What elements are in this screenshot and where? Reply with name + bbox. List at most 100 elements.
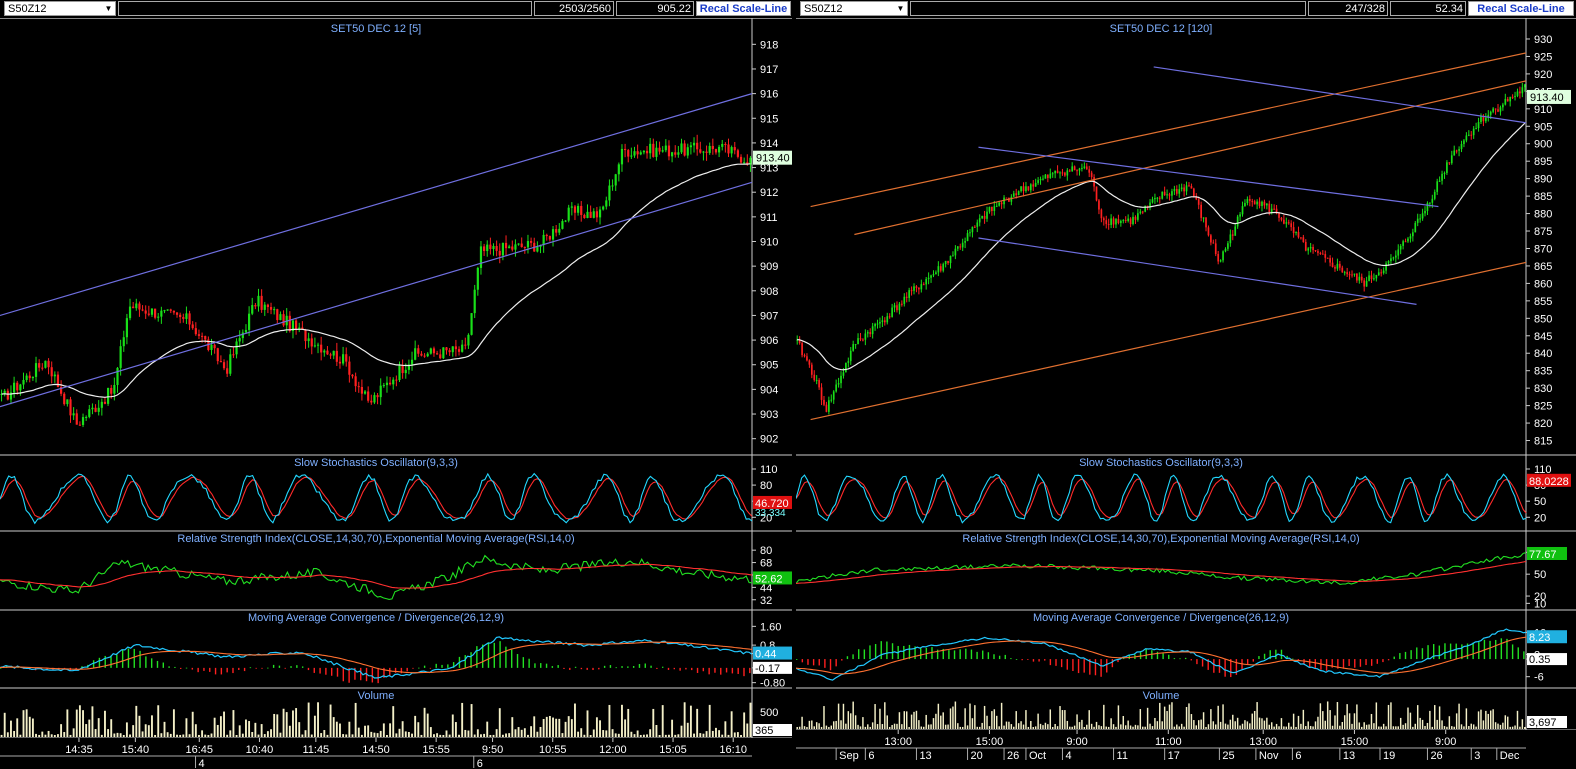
- volume-bar: [1494, 722, 1497, 729]
- volume-bar: [1507, 716, 1509, 729]
- candle-body: [969, 232, 971, 234]
- volume-bar: [28, 716, 31, 737]
- volume-bar: [63, 732, 66, 737]
- chart-canvas-left[interactable]: SET50 DEC 12 [5] Slow Stochastics Oscilla…: [0, 18, 792, 769]
- volume-bar: [988, 726, 991, 729]
- candle-body: [160, 310, 163, 317]
- candle-body: [22, 379, 25, 385]
- candle-body: [329, 354, 332, 356]
- candle-body: [91, 407, 94, 410]
- macd-histogram-bar: [685, 667, 687, 670]
- candle-body: [586, 211, 589, 219]
- macd-histogram-bar: [1038, 659, 1040, 662]
- volume-bar: [342, 734, 345, 737]
- macd-histogram-bar: [1416, 647, 1418, 660]
- candle-body: [888, 316, 891, 318]
- macd-histogram-bar: [708, 667, 710, 675]
- volume-bar: [580, 728, 583, 737]
- volume-bar: [1120, 724, 1122, 729]
- macd-histogram-bar: [104, 655, 106, 668]
- volume-bar: [147, 725, 150, 737]
- candle-body: [520, 243, 523, 247]
- candle-body: [291, 320, 295, 331]
- candle-body: [1244, 203, 1246, 207]
- candle-body: [561, 221, 564, 229]
- candle-body: [9, 392, 13, 400]
- macd-histogram-bar: [1455, 643, 1457, 660]
- symbol-select-left[interactable]: S50Z12 ▼: [4, 1, 116, 16]
- volume-bar: [533, 716, 536, 737]
- volume-bar: [1295, 726, 1297, 729]
- volume-bar: [680, 725, 683, 737]
- volume-bar: [1193, 720, 1195, 729]
- macd-histogram-bar: [1027, 659, 1029, 660]
- volume-bar: [25, 709, 28, 737]
- candle-body: [743, 162, 746, 164]
- volume-bar: [398, 728, 401, 737]
- volume-bar: [511, 717, 514, 737]
- volume-bar: [129, 734, 131, 737]
- candle-body: [971, 226, 974, 233]
- day-label: 17: [1168, 750, 1180, 762]
- volume-bar: [828, 726, 830, 729]
- volume-bar: [908, 726, 910, 729]
- candle-body: [627, 150, 630, 157]
- chart-canvas-right[interactable]: SET50 DEC 12 [120] Slow Stochastics Oscil…: [796, 18, 1576, 769]
- volume-bar: [1127, 720, 1129, 729]
- stochastic-tick-label: 50: [1534, 496, 1546, 508]
- volume-bar: [448, 734, 451, 737]
- volume-bar: [1132, 726, 1134, 729]
- volume-bar: [574, 703, 576, 737]
- time-tick-label: 13:00: [884, 736, 912, 748]
- volume-bar: [1081, 719, 1083, 729]
- candle-body: [1261, 201, 1263, 207]
- volume-bar: [1253, 710, 1256, 729]
- candle-body: [614, 174, 617, 186]
- candle-body: [1304, 242, 1307, 251]
- recal-scale-line-button-left[interactable]: Recal Scale-Line: [696, 1, 791, 16]
- candle-body: [1421, 213, 1424, 219]
- candle-body: [429, 348, 432, 354]
- candle-body: [1076, 170, 1078, 172]
- candle-body: [119, 346, 122, 368]
- macd-histogram-bar: [1196, 659, 1198, 665]
- volume-bar: [555, 718, 558, 737]
- volume-bar: [1103, 704, 1105, 729]
- volume-bar: [811, 720, 813, 729]
- volume-bar: [1446, 726, 1448, 729]
- stochastic-tick-label: 20: [760, 512, 772, 524]
- volume-bar: [1499, 724, 1502, 729]
- last-price-box: [1527, 89, 1571, 104]
- volume-bar: [746, 723, 749, 737]
- candle-body: [1387, 261, 1390, 264]
- volume-bar: [1095, 721, 1098, 729]
- candle-body: [34, 363, 38, 377]
- candle-body: [66, 399, 69, 405]
- candle-body: [949, 255, 952, 264]
- price-tick-label: 890: [1534, 174, 1552, 186]
- macd-histogram-bar: [423, 665, 426, 668]
- volume-bar: [961, 726, 964, 729]
- volume-bar: [461, 702, 464, 737]
- candle-body: [470, 313, 473, 335]
- macd-value-label: 8.23: [1529, 632, 1550, 644]
- volume-bar: [1117, 705, 1120, 729]
- symbol-select-right[interactable]: S50Z12 ▼: [800, 1, 908, 16]
- volume-bar: [1093, 726, 1095, 729]
- macd-histogram-bar: [493, 642, 495, 668]
- volume-bar: [595, 717, 598, 737]
- price-tick-label: 820: [1534, 418, 1552, 430]
- volume-bar: [204, 734, 207, 737]
- candle-body: [420, 353, 423, 356]
- candle-body: [573, 206, 577, 213]
- price-tick-label: 912: [760, 187, 778, 199]
- candle-body: [1433, 191, 1436, 199]
- macd-histogram-bar: [81, 666, 83, 668]
- volume-bar: [639, 734, 642, 737]
- recal-scale-line-button-right[interactable]: Recal Scale-Line: [1468, 1, 1574, 16]
- candle-body: [1068, 170, 1071, 172]
- macd-histogram-bar: [1122, 658, 1125, 660]
- candle-body: [423, 355, 426, 357]
- candle-body: [959, 246, 962, 248]
- macd-value-box: [1527, 630, 1567, 644]
